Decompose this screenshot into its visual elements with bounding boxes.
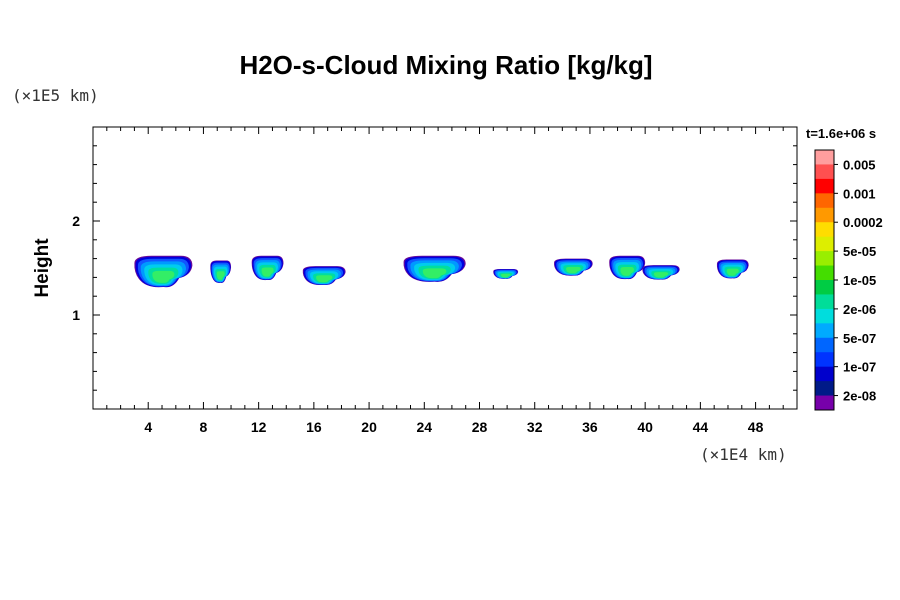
colorbar-segment [815, 381, 834, 397]
x-tick-label: 12 [251, 419, 267, 435]
colorbar-segment [815, 395, 834, 411]
colorbar-segment [815, 323, 834, 339]
colorbar-segment [815, 236, 834, 252]
cloud-patches [134, 255, 749, 288]
x-tick-label: 24 [417, 419, 433, 435]
cloud-patch [642, 265, 680, 280]
x-tick-label: 40 [637, 419, 653, 435]
y-scale-note: (×1E5 km) [12, 86, 99, 105]
x-tick-label: 8 [200, 419, 208, 435]
x-tick-label: 32 [527, 419, 543, 435]
colorbar-label: 5e-05 [843, 244, 876, 259]
cloud-patch [302, 266, 346, 286]
cloud-patch [134, 255, 193, 288]
x-tick-label: 36 [582, 419, 598, 435]
cloud-patch [403, 255, 466, 282]
colorbar: 0.005 0.001 0.0002 5e-05 1e-05 2e-06 5e-07 1e-0… [814, 149, 883, 411]
colorbar-label: 0.005 [843, 157, 876, 172]
cloud-patch [493, 268, 519, 279]
cloud-layer [566, 266, 581, 274]
colorbar-segment [815, 265, 834, 281]
cloud-layer [653, 272, 669, 278]
colorbar-label: 1e-05 [843, 273, 876, 288]
x-tick-label: 4 [144, 419, 152, 435]
x-scale-note: (×1E4 km) [700, 445, 787, 464]
colorbar-segment [815, 222, 834, 238]
colorbar-segment [815, 193, 834, 209]
y-axis-label: Height [32, 238, 53, 298]
cloud-layer [216, 271, 225, 280]
cloud-patch [554, 258, 593, 276]
colorbar-segment [815, 164, 834, 180]
x-tick-label: 28 [472, 419, 488, 435]
cloud-patch [251, 255, 284, 281]
colorbar-label: 5e-07 [843, 331, 876, 346]
cloud-layer [316, 275, 333, 283]
cloud-layer [152, 270, 175, 283]
colorbar-label: 2e-08 [843, 389, 876, 404]
x-tick-label: 48 [748, 419, 764, 435]
cloud-layer [501, 273, 511, 278]
plot-frame [92, 126, 798, 410]
colorbar-label: 0.0002 [843, 215, 883, 230]
cloud-patch [716, 259, 749, 279]
colorbar-label: 2e-06 [843, 302, 876, 317]
x-tick-label: 20 [361, 419, 377, 435]
colorbar-segment [815, 251, 834, 267]
colorbar-segment [815, 294, 834, 310]
colorbar-label: 1e-07 [843, 360, 876, 375]
colorbar-segment [815, 280, 834, 295]
chart-title: H2O-s-Cloud Mixing Ratio [kg/kg] [239, 50, 652, 80]
x-tick-label: 16 [306, 419, 322, 435]
colorbar-segment [815, 150, 834, 165]
time-label: t=1.6e+06 s [806, 126, 876, 141]
cloud-patch [609, 255, 646, 280]
cloud-layer [620, 267, 635, 276]
colorbar-segment [815, 308, 834, 324]
cloud-layer [422, 268, 447, 279]
x-tick-label: 44 [693, 419, 709, 435]
colorbar-segment [815, 352, 834, 368]
colorbar-label: 0.001 [843, 186, 876, 201]
y-tick-label: 2 [72, 213, 80, 229]
cloud-layer [726, 268, 739, 276]
colorbar-segment [815, 366, 834, 382]
colorbar-segment [815, 337, 834, 353]
colorbar-segment [815, 207, 834, 223]
cloud-layer [261, 267, 274, 277]
cloud-patch [210, 260, 232, 283]
colorbar-segment [815, 178, 834, 194]
y-tick-label: 1 [72, 307, 80, 323]
